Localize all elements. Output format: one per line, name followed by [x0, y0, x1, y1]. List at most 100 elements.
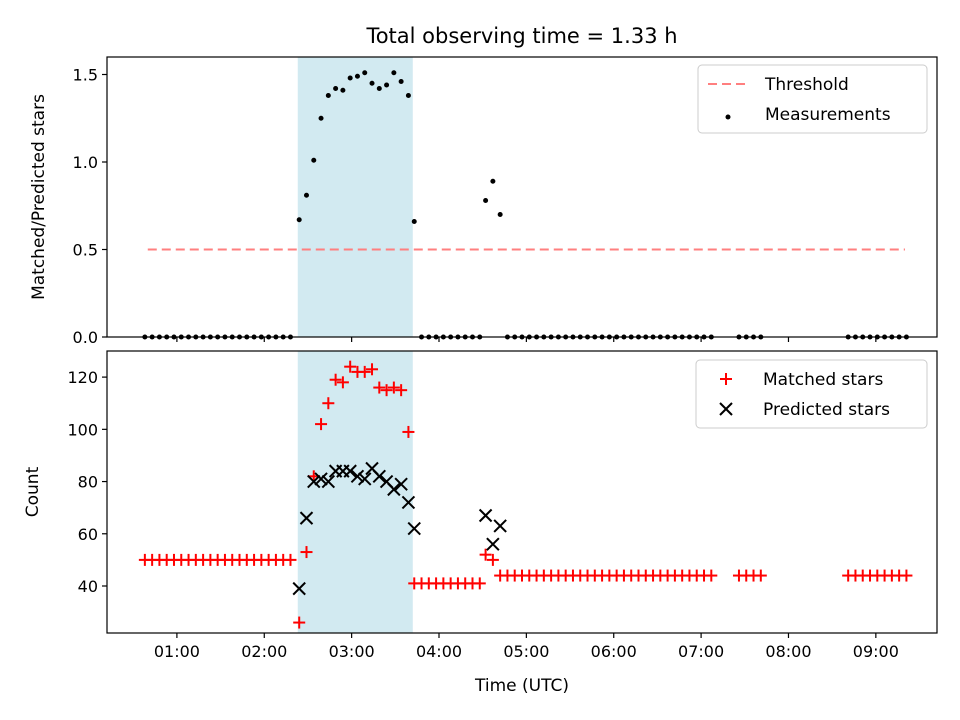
- predicted-star-marker: [486, 537, 500, 551]
- top-legend: Threshold Measurements: [697, 64, 928, 134]
- matched-star-marker: [293, 616, 306, 629]
- bottom-panel: 40 60 80 100 120 01:00 02:00 03:00 04:00 05:00 06…: [23, 350, 938, 696]
- measurement-point: [325, 93, 331, 98]
- top-highlight-span: [297, 57, 413, 337]
- measurement-point: [333, 86, 339, 91]
- measurement-point: [391, 70, 397, 76]
- measurement-point: [411, 219, 417, 224]
- matched-star-marker: [380, 384, 393, 397]
- measurement-point: [384, 82, 390, 88]
- predicted-star-marker: [292, 581, 306, 596]
- top-legend-box: [697, 64, 928, 134]
- measurement-point: [369, 80, 375, 86]
- top-y-ticks: 0.0 0.5 1.0 1.5: [73, 66, 107, 347]
- x-tick-label: 05:00: [503, 642, 549, 661]
- predicted-star-marker: [394, 477, 408, 491]
- measurement-point: [497, 212, 503, 217]
- measurement-point: [311, 157, 317, 163]
- matched-star-marker: [479, 548, 492, 561]
- top-panel: 0.0 0.5 1.0 1.5 Total observing time = 1.33…: [29, 24, 938, 347]
- matched-star-marker: [329, 373, 342, 386]
- measurement-point: [347, 75, 353, 81]
- matched-star-marker: [322, 397, 335, 410]
- predicted-star-marker: [314, 472, 328, 486]
- top-x-ticks: [176, 337, 877, 342]
- measurement-point: [296, 217, 302, 223]
- matched-star-marker: [358, 365, 371, 378]
- measurement-point: [303, 192, 309, 198]
- measurement-point: [483, 198, 489, 203]
- predicted-star-marker: [350, 469, 365, 484]
- y-tick-label: 1.5: [73, 66, 98, 85]
- predicted-star-marker: [343, 464, 357, 478]
- measurement-point: [340, 87, 346, 93]
- measurement-point: [362, 70, 368, 76]
- matched-star-marker: [486, 553, 499, 566]
- y-tick-label: 0.5: [73, 241, 98, 260]
- predicted-star-marker: [401, 495, 416, 510]
- matched-star-marker: [315, 418, 328, 431]
- bottom-y-ticks: 40 60 80 100 120: [67, 368, 107, 596]
- predicted-star-marker: [358, 472, 372, 486]
- y-tick-label: 60: [78, 525, 98, 544]
- matched-star-marker: [900, 569, 913, 582]
- matched-star-marker: [373, 381, 386, 394]
- x-tick-label: 02:00: [241, 642, 287, 661]
- legend-threshold-label: Threshold: [764, 75, 849, 95]
- measurement-point: [398, 79, 404, 84]
- legend-matched-swatch: [720, 373, 732, 385]
- legend-matched-label: Matched stars: [763, 370, 883, 390]
- matched-star-marker: [344, 360, 357, 373]
- chart-title: Total observing time = 1.33 h: [365, 24, 677, 48]
- predicted-star-marker: [407, 521, 421, 536]
- matched-star-marker: [395, 384, 408, 397]
- matched-star-marker: [387, 381, 400, 394]
- bottom-axes-frame: [106, 350, 938, 634]
- bottom-legend-box: [695, 359, 928, 429]
- predicted-star-marker: [321, 474, 336, 489]
- x-axis-label: Time (UTC): [474, 676, 569, 696]
- matched-star-marker: [402, 425, 415, 438]
- y-tick-label: 1.0: [73, 153, 98, 172]
- measurement-point: [490, 178, 496, 184]
- legend-measurements-label: Measurements: [765, 105, 891, 125]
- x-tick-label: 04:00: [416, 642, 462, 661]
- x-tick-label: 01:00: [154, 642, 200, 661]
- matched-star-marker: [754, 569, 767, 582]
- predicted-star-marker: [307, 474, 321, 489]
- matched-star-marker: [473, 577, 486, 590]
- measurement-point: [405, 93, 411, 98]
- measurement-point: [318, 115, 324, 121]
- predicted-star-marker: [493, 519, 507, 533]
- matched-star-marker: [300, 546, 313, 559]
- bottom-highlight-span: [297, 351, 413, 633]
- x-tick-label: 06:00: [591, 642, 637, 661]
- predicted-star-marker: [387, 482, 401, 497]
- bottom-y-axis-label: Count: [23, 466, 43, 517]
- predicted-star-marker: [478, 508, 493, 523]
- top-y-axis-label: Matched/Predicted stars: [29, 94, 49, 300]
- measurement-point: [376, 86, 382, 91]
- matched-star-points: [138, 360, 913, 629]
- matched-star-marker: [366, 363, 379, 376]
- legend-measurements-swatch: [725, 114, 731, 120]
- x-tick-label: 08:00: [765, 642, 811, 661]
- y-tick-label: 100: [67, 420, 98, 439]
- legend-predicted-swatch: [719, 402, 733, 416]
- predicted-star-marker: [372, 469, 387, 484]
- x-tick-label: 09:00: [853, 642, 899, 661]
- x-tick-label: 03:00: [329, 642, 375, 661]
- measurement-point: [354, 73, 360, 79]
- matched-star-marker: [336, 376, 349, 389]
- y-tick-label: 80: [78, 473, 98, 492]
- y-tick-label: 40: [78, 577, 98, 596]
- bottom-x-ticks: 01:00 02:00 03:00 04:00 05:00 06:00 07:00 08:00…: [154, 633, 899, 661]
- predicted-star-marker: [299, 511, 314, 525]
- matched-star-marker: [705, 569, 718, 582]
- y-tick-label: 120: [67, 368, 98, 387]
- y-tick-label: 0.0: [73, 328, 98, 347]
- legend-predicted-label: Predicted stars: [763, 400, 890, 420]
- bottom-legend: Matched stars Predicted stars: [695, 359, 928, 429]
- top-axes-frame: [106, 56, 938, 338]
